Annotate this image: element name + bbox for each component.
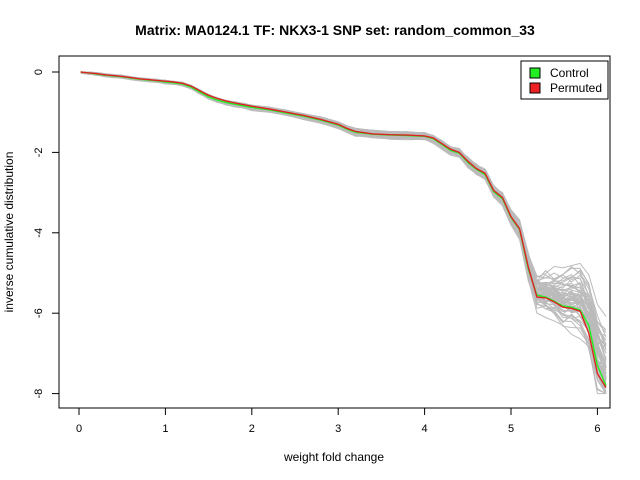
permutation-line — [80, 71, 607, 374]
permutation-line — [80, 72, 606, 395]
series-line-control — [80, 71, 607, 386]
permutation-line — [80, 71, 607, 394]
x-tick-label: 1 — [162, 423, 168, 435]
y-axis-label: inverse cumulative distribution — [2, 152, 16, 313]
permutation-line — [80, 71, 607, 371]
permutation-line — [80, 71, 607, 385]
permutation-line — [80, 72, 607, 377]
series-line-permuted — [80, 71, 607, 388]
permutation-line — [80, 71, 607, 380]
permutation-line — [80, 71, 607, 359]
x-tick-label: 3 — [335, 423, 341, 435]
permutation-line — [80, 71, 607, 394]
permutation-line — [80, 71, 607, 394]
y-tick-label: -4 — [33, 228, 45, 238]
permutation-line — [80, 71, 607, 368]
permutation-line — [80, 72, 607, 367]
permutation-line — [80, 71, 607, 373]
permutation-line — [80, 71, 607, 369]
permutation-line — [80, 71, 607, 349]
permutation-line — [80, 71, 607, 333]
permutation-line — [80, 71, 607, 394]
permutation-line — [80, 71, 607, 347]
permutation-line — [80, 71, 607, 366]
series-lines — [80, 71, 607, 388]
permutation-line — [80, 71, 607, 368]
permutation-line — [80, 71, 607, 361]
permutation-line — [80, 71, 607, 337]
permutation-line — [80, 71, 607, 354]
permutation-line — [80, 71, 607, 394]
permutation-line — [80, 72, 607, 393]
legend-label-control: Control — [550, 66, 589, 80]
permutation-line — [80, 71, 607, 317]
x-tick-label: 2 — [249, 423, 255, 435]
permutation-line — [80, 71, 607, 382]
permutation-line — [80, 72, 607, 368]
permutation-line — [80, 71, 607, 394]
permutation-line — [80, 72, 607, 394]
legend-swatch-control — [529, 67, 541, 79]
permutation-line — [80, 71, 607, 386]
legend: Control Permuted — [520, 60, 609, 100]
permutation-line — [80, 71, 607, 395]
permutation-line — [80, 71, 607, 379]
permutation-line — [80, 71, 607, 338]
permutation-line — [80, 71, 607, 375]
legend-swatch-permuted — [529, 82, 541, 94]
permutation-line — [80, 71, 607, 351]
permutation-line — [80, 71, 607, 378]
permutation-line — [80, 71, 607, 366]
permutation-line — [80, 72, 607, 375]
permutation-line — [80, 71, 607, 341]
permutation-line — [80, 71, 607, 381]
x-tick-label: 0 — [76, 423, 82, 435]
y-tick-label: -6 — [33, 308, 45, 318]
permutation-line — [80, 71, 607, 379]
x-tick-label: 5 — [508, 423, 514, 435]
permutation-line — [80, 71, 607, 347]
permutation-line — [80, 71, 607, 348]
permutation-line — [80, 71, 607, 379]
permutation-line — [80, 72, 607, 381]
permutation-line — [80, 71, 607, 382]
permutation-line — [80, 71, 607, 395]
x-tick-label: 4 — [422, 423, 428, 435]
x-axis: 0 1 2 3 4 5 6 — [76, 407, 600, 435]
legend-label-permuted: Permuted — [550, 81, 602, 95]
permutation-line — [80, 71, 607, 361]
chart-title: Matrix: MA0124.1 TF: NKX3-1 SNP set: ran… — [135, 22, 535, 38]
permutation-line — [80, 71, 607, 346]
x-tick-label: 6 — [594, 423, 600, 435]
x-axis-label: weight fold change — [283, 450, 384, 464]
y-tick-label: -2 — [33, 148, 45, 158]
permutation-line — [80, 71, 607, 354]
permutation-line — [80, 71, 607, 384]
permutation-line — [80, 71, 607, 364]
permutation-background-lines — [80, 71, 607, 395]
plot-box — [58, 55, 611, 409]
permutation-line — [80, 71, 607, 345]
y-axis: 0 -2 -4 -6 -8 — [33, 69, 60, 399]
y-tick-label: 0 — [33, 69, 45, 75]
permutation-line — [80, 71, 607, 389]
y-tick-label: -8 — [33, 389, 45, 399]
permutation-line — [80, 71, 607, 394]
permutation-line — [80, 71, 607, 387]
permutation-line — [80, 71, 607, 331]
permutation-line — [80, 72, 607, 377]
permutation-line — [80, 71, 607, 378]
